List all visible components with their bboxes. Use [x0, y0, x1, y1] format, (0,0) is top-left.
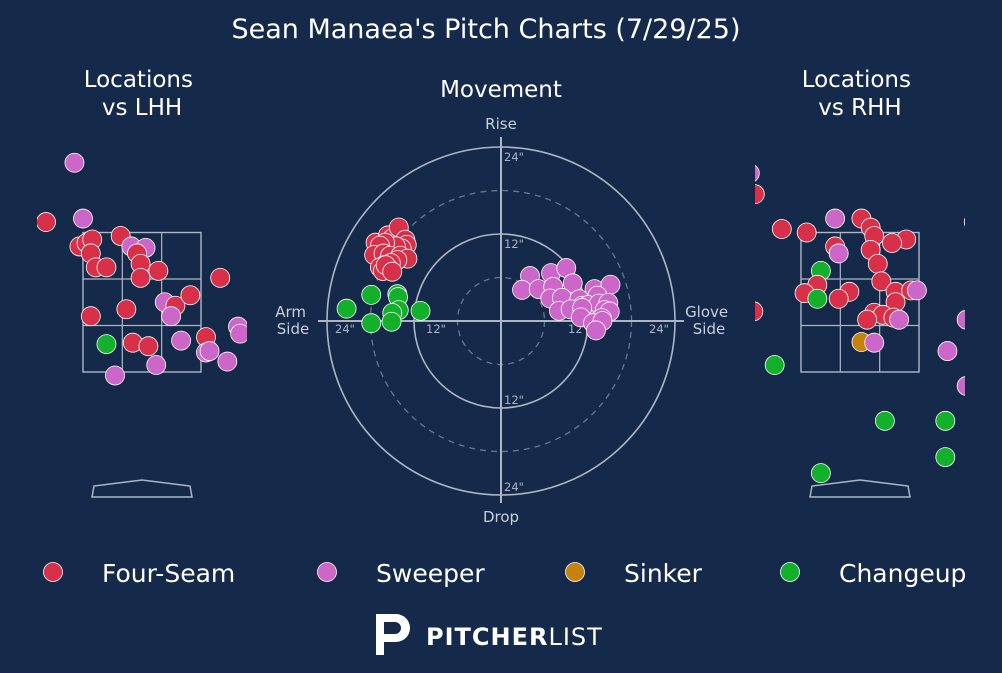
rhh-pitch-point — [755, 164, 760, 182]
movement-ring-label: 24" — [504, 150, 524, 164]
legend-marker — [565, 562, 585, 582]
rhh-pitch-point — [963, 217, 965, 227]
panel-locations-lhh: Locations vs LHH — [37, 67, 247, 498]
lhh-pitch-point — [199, 341, 220, 361]
brand-text: PITCHERLIST — [426, 623, 603, 651]
rhh-pitch-point — [935, 410, 956, 431]
movement-pitch-point — [336, 298, 357, 319]
rhh-pitch-point — [764, 355, 785, 375]
legend-item: Four-Seam — [43, 559, 235, 588]
lhh-pitch-point — [146, 355, 167, 375]
lhh-pitch-point — [230, 323, 247, 344]
rhh-pitch-point — [889, 309, 910, 330]
panel-locations-rhh: Locations vs RHH — [755, 67, 965, 498]
rhh-pitch-point — [807, 288, 828, 309]
axis-label-rise: Rise — [485, 115, 517, 133]
movement-ring-label: 24" — [504, 480, 524, 494]
rhh-pitch-point — [864, 332, 885, 353]
rhh-pitch-point — [796, 222, 817, 243]
rhh-pitch-point — [810, 463, 831, 484]
legend-marker — [780, 562, 800, 582]
rhh-pitch-point — [771, 219, 792, 239]
lhh-pitch-point — [96, 334, 117, 355]
legend-label: Sweeper — [376, 559, 485, 588]
rhh-pitch-point — [857, 309, 878, 330]
rhh-pitch-point — [755, 184, 765, 205]
rhh-pitch-point — [937, 341, 958, 361]
movement-ring-label: 12" — [504, 237, 524, 251]
lhh-pitch-point — [180, 285, 201, 306]
rhh-pitch-point — [867, 253, 888, 274]
rhh-pitch-point — [825, 208, 846, 229]
rhh-title: Locations vs RHH — [802, 67, 919, 121]
legend-item: Sinker — [565, 559, 703, 588]
rhh-pitch-point — [871, 271, 892, 292]
lhh-pitch-point — [130, 267, 151, 288]
lhh-pitch-point — [73, 208, 93, 229]
movement-pitch-point — [586, 320, 606, 341]
pitcherlist-logo-icon — [376, 614, 410, 655]
legend-item: Sweeper — [317, 559, 485, 588]
rhh-pitch-point — [906, 280, 927, 301]
lhh-pitch-point — [171, 330, 192, 351]
rhh-pitch-point — [828, 288, 849, 309]
axis-label-glove-side: Glove Side — [685, 303, 733, 338]
legend: Four-Seam Sweeper Sinker Changeup — [43, 559, 966, 588]
lhh-pitch-point — [37, 212, 56, 232]
lhh-pitch-point — [217, 351, 238, 372]
movement-ring-label: 24" — [649, 322, 669, 336]
lhh-pitch-point — [161, 306, 182, 327]
rhh-pitch-point — [935, 447, 956, 467]
movement-ring-labels: 12"12"12" 12"24"24"24" 24" — [335, 150, 669, 494]
legend-label: Four-Seam — [102, 559, 235, 588]
rhh-pitch-point — [828, 243, 849, 264]
movement-pitch-point — [361, 284, 382, 305]
lhh-zone-border — [82, 231, 202, 373]
pitcherlist-logo: PITCHERLIST — [376, 614, 603, 655]
movement-ring-label: 24" — [335, 322, 355, 336]
chart-title: Sean Manaea's Pitch Charts (7/29/25) — [231, 14, 740, 45]
lhh-pitch-point — [116, 299, 137, 320]
lhh-pitch-point — [210, 267, 231, 288]
rhh-pitch-point — [755, 301, 764, 322]
movement-pitch-point — [361, 313, 382, 334]
movement-pitch-point — [410, 300, 431, 321]
legend-marker — [317, 562, 337, 582]
lhh-pitch-point — [80, 306, 101, 327]
rhh-points — [755, 164, 965, 484]
lhh-pitch-point — [138, 336, 159, 357]
lhh-title: Locations vs LHH — [84, 67, 201, 121]
lhh-home-plate — [91, 479, 193, 498]
legend-label: Sinker — [624, 559, 703, 588]
lhh-points — [37, 152, 247, 386]
movement-ring-label: 12" — [504, 393, 524, 407]
lhh-pitch-point — [105, 365, 125, 386]
legend-item: Changeup — [780, 559, 966, 588]
movement-title: Movement — [440, 77, 562, 103]
movement-points — [336, 217, 621, 341]
lhh-pitch-point — [148, 260, 169, 281]
axis-label-drop: Drop — [483, 508, 519, 526]
rhh-pitch-point — [956, 376, 965, 396]
lhh-pitch-point — [96, 257, 117, 278]
movement-pitch-point — [512, 279, 532, 300]
legend-marker — [43, 562, 63, 582]
rhh-home-plate — [809, 479, 911, 498]
rhh-pitch-point — [882, 233, 902, 253]
rhh-pitch-point — [874, 410, 895, 431]
axis-label-arm-side: Arm Side — [275, 303, 311, 338]
lhh-pitch-point — [64, 152, 85, 173]
legend-label: Changeup — [839, 559, 966, 588]
rhh-pitch-point — [956, 309, 965, 330]
movement-pitch-point — [381, 311, 402, 332]
movement-pitch-point — [382, 261, 403, 282]
panel-movement: Movement 12"12"12" 12"24"24"24" 24" Rise D… — [275, 77, 733, 526]
movement-ring-label: 12" — [426, 322, 446, 336]
